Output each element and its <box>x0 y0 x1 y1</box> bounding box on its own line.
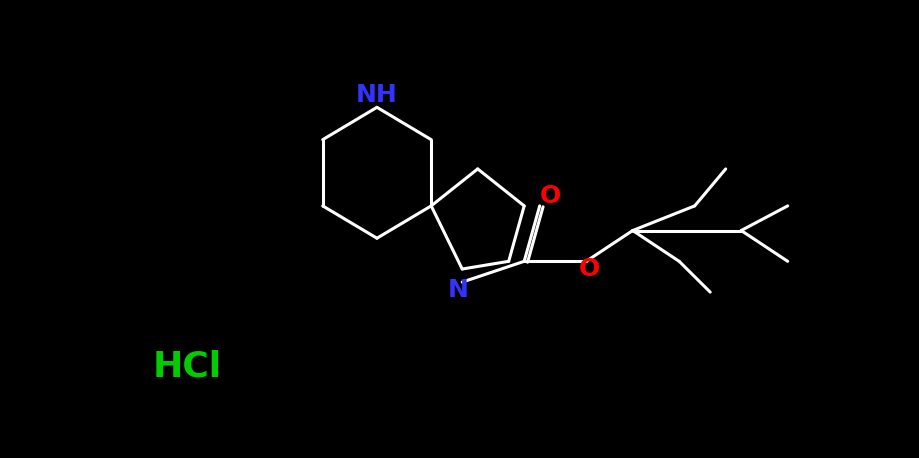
Text: NH: NH <box>356 83 397 107</box>
Text: O: O <box>578 257 599 281</box>
Text: HCl: HCl <box>152 350 221 384</box>
Text: O: O <box>539 184 561 208</box>
Text: N: N <box>448 278 469 302</box>
